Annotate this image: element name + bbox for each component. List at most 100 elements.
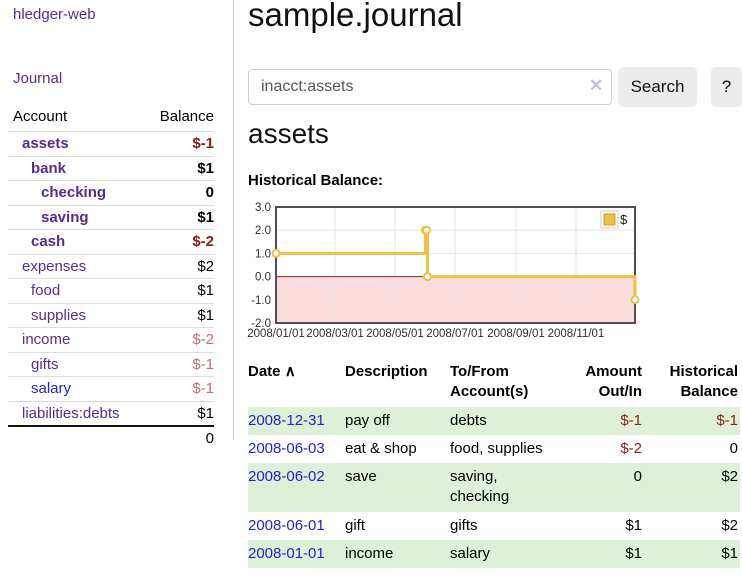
balance-column-header: Balance: [159, 108, 214, 125]
account-row[interactable]: bank $1: [8, 155, 214, 181]
account-column-header: Account: [13, 108, 68, 125]
transaction-date-link[interactable]: 2008-01-01: [248, 544, 325, 562]
account-section-heading: assets: [248, 118, 329, 149]
transaction-amount: $-2: [620, 439, 642, 457]
legend-label: $: [620, 212, 628, 227]
account-row[interactable]: food $1: [8, 278, 214, 303]
account-balance: $1: [197, 404, 214, 422]
transaction-row[interactable]: 2008-12-31 pay off debts $-1 $-1: [248, 406, 740, 435]
account-link-liabilities-debts[interactable]: liabilities:debts: [22, 404, 120, 422]
account-balance: 0: [205, 184, 214, 202]
accounts-table-header: Account Balance: [8, 106, 214, 131]
account-link-income[interactable]: income: [22, 331, 71, 349]
data-point: [271, 248, 281, 258]
x-axis-tick-label: 2008/09/01: [487, 328, 545, 340]
y-axis-tick-label: 1.0: [255, 248, 271, 260]
account-row[interactable]: assets $-1: [8, 131, 214, 156]
sidebar: hledger-web Journal Account Balance asse…: [0, 0, 234, 447]
chart-canvas: 2008/01/01 2008/03/01 2008/05/01 2008/07/01…: [247, 202, 640, 340]
account-balance: $-1: [192, 355, 214, 373]
account-balance: $-2: [192, 331, 214, 349]
transaction-description: pay off: [345, 411, 390, 429]
account-row[interactable]: cash $-2: [8, 229, 214, 254]
account-link-checking[interactable]: checking: [41, 184, 107, 202]
date-column-header[interactable]: Date ∧: [248, 363, 296, 380]
transaction-row[interactable]: 2008-06-02 save saving, checking 0 $2: [248, 463, 740, 512]
account-link-supplies[interactable]: supplies: [31, 306, 87, 324]
amount-column-header: Amount Out/In: [585, 363, 642, 401]
accounts-table: Account Balance assets $-1 bank $1 check…: [8, 106, 214, 450]
transaction-date-link[interactable]: 2008-06-02: [248, 468, 325, 485]
legend-swatch: [603, 213, 616, 226]
account-row[interactable]: checking 0: [8, 180, 214, 205]
account-balance: $1: [197, 159, 214, 177]
y-axis-tick-label: -1.0: [251, 295, 271, 307]
account-row[interactable]: supplies $1: [8, 302, 214, 328]
y-axis-tick-label: 3.0: [255, 202, 271, 214]
sidebar-item-journal[interactable]: Journal: [13, 70, 63, 87]
account-row[interactable]: gifts $-1: [8, 351, 214, 377]
account-row[interactable]: saving $1: [8, 204, 214, 230]
transaction-accounts: saving, checking: [450, 468, 510, 506]
data-point: [422, 272, 432, 282]
account-link-expenses[interactable]: expenses: [22, 257, 87, 275]
transaction-date-link[interactable]: 2008-12-31: [248, 411, 325, 429]
account-balance: $2: [197, 257, 214, 275]
historical-balance-chart: 2008/01/01 2008/03/01 2008/05/01 2008/07/01…: [246, 200, 642, 346]
chart-title: Historical Balance:: [248, 172, 384, 189]
account-link-food[interactable]: food: [31, 282, 61, 300]
account-link-cash[interactable]: cash: [31, 233, 66, 251]
account-row[interactable]: salary $-1: [8, 376, 214, 401]
account-balance: $-1: [192, 380, 214, 398]
help-button[interactable]: ?: [711, 67, 742, 107]
account-link-gifts[interactable]: gifts: [31, 355, 59, 373]
transaction-balance: $2: [721, 516, 738, 534]
data-point: [630, 295, 640, 305]
transaction-amount: $-1: [620, 411, 642, 429]
account-balance: $1: [197, 208, 214, 226]
account-link-salary[interactable]: salary: [31, 380, 72, 398]
transaction-description: eat & shop: [345, 439, 417, 457]
x-axis-tick-label: 2008/01/01: [247, 328, 305, 340]
description-column-header: Description: [345, 363, 428, 380]
transaction-accounts: gifts: [450, 516, 478, 534]
transaction-description: income: [345, 544, 394, 562]
transaction-accounts: food, supplies: [450, 439, 543, 457]
account-row[interactable]: income $-2: [8, 327, 214, 352]
account-link-assets[interactable]: assets: [22, 135, 69, 153]
x-axis-tick-label: 2008/05/01: [366, 328, 424, 340]
transaction-amount: $1: [625, 516, 642, 534]
sort-asc-icon: ∧: [284, 363, 296, 380]
transaction-row[interactable]: 2008-06-01 gift gifts $1 $2: [248, 512, 740, 540]
accounts-column-header: To/From Account(s): [450, 363, 529, 401]
transaction-row[interactable]: 2008-06-03 eat & shop food, supplies $-2…: [248, 435, 740, 463]
x-axis-tick-label: 2008/11/01: [548, 328, 605, 340]
account-row[interactable]: expenses $2: [8, 253, 214, 279]
y-axis-tick-label: -2.0: [251, 318, 271, 330]
app-brand-link[interactable]: hledger-web: [13, 6, 96, 23]
transaction-balance: 0: [729, 439, 738, 457]
transaction-date-link[interactable]: 2008-06-03: [248, 439, 325, 457]
transaction-date-link[interactable]: 2008-06-01: [248, 516, 325, 534]
transaction-row[interactable]: 2008-01-01 income salary $1 $1: [248, 539, 740, 568]
transaction-description: gift: [345, 516, 366, 534]
accounts-total-value: 0: [205, 430, 214, 447]
account-link-saving[interactable]: saving: [41, 208, 89, 226]
data-point: [421, 225, 431, 235]
account-balance: $1: [197, 306, 214, 324]
transaction-balance: $2: [721, 468, 738, 485]
account-balance: $-1: [192, 135, 214, 153]
x-axis-tick-label: 2008/03/01: [306, 328, 364, 340]
search-button[interactable]: Search: [618, 67, 697, 107]
transactions-table: Date ∧ Description To/From Account(s) Am…: [248, 360, 740, 568]
clear-search-icon[interactable]: ✕: [589, 76, 604, 95]
plot-border: [275, 206, 636, 324]
transaction-balance: $1: [721, 544, 738, 562]
account-balance: $-2: [192, 233, 214, 251]
search-input[interactable]: [248, 69, 612, 105]
account-link-bank[interactable]: bank: [31, 159, 67, 177]
page-title: sample.journal: [248, 0, 463, 33]
account-row[interactable]: liabilities:debts $1: [8, 400, 214, 426]
transaction-balance: $-1: [716, 411, 738, 429]
